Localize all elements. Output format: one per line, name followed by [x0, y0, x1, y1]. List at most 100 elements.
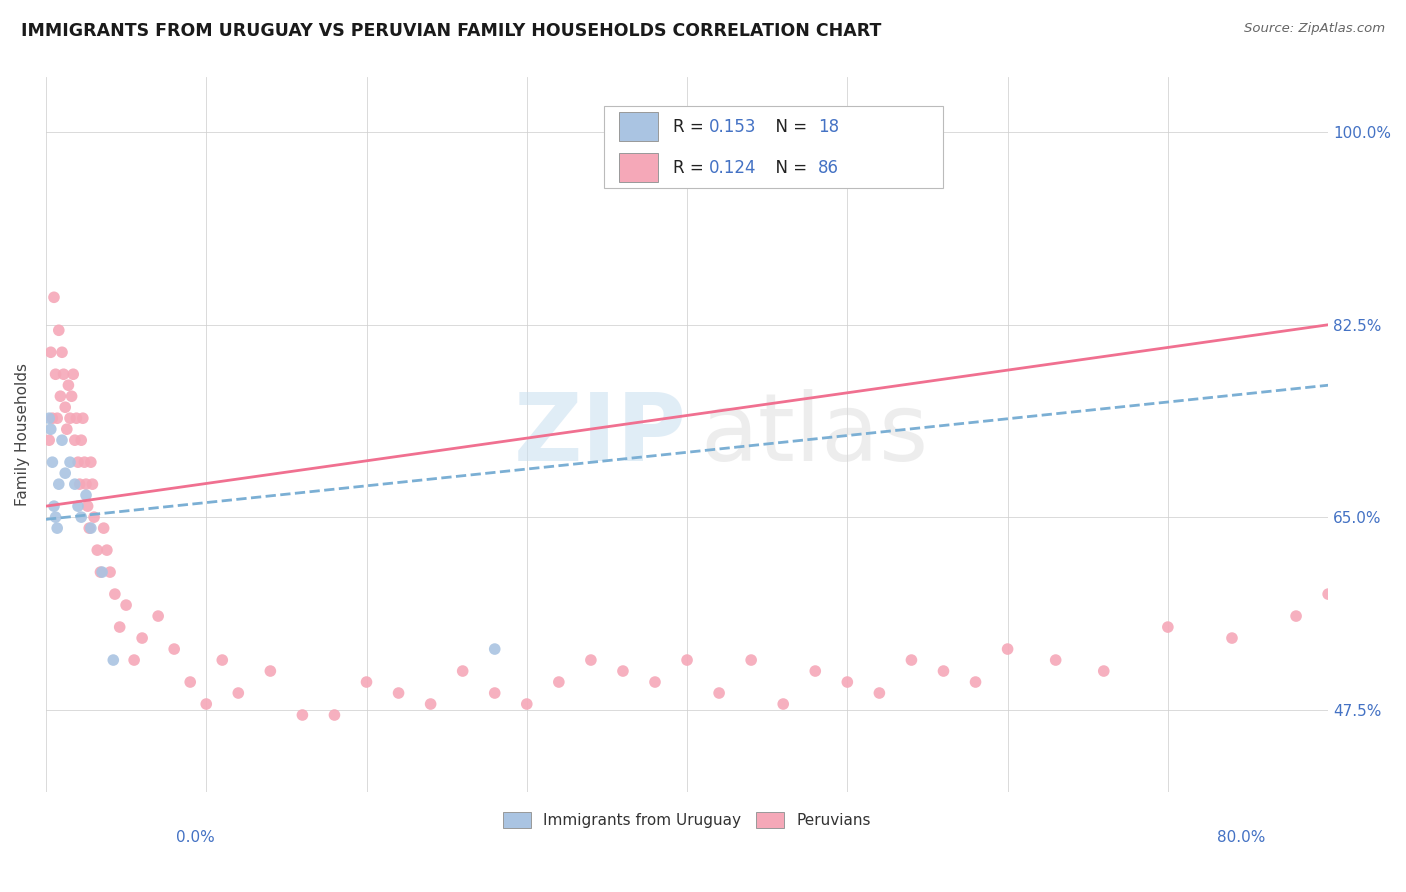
- Point: [77, 521, 100, 535]
- Text: ZIP: ZIP: [515, 389, 688, 481]
- Text: R =: R =: [673, 118, 709, 136]
- Point: [58, 378, 80, 392]
- Point: [900, 653, 922, 667]
- Point: [41, 411, 63, 425]
- Point: [53, 401, 76, 415]
- Point: [51, 345, 73, 359]
- Point: [63, 433, 86, 447]
- Point: [1220, 631, 1243, 645]
- Point: [45, 510, 67, 524]
- Point: [59, 411, 82, 425]
- Point: [484, 686, 506, 700]
- Point: [387, 686, 409, 700]
- Text: N =: N =: [765, 159, 813, 177]
- Text: R =: R =: [673, 159, 709, 177]
- Point: [76, 499, 98, 513]
- Point: [516, 697, 538, 711]
- Point: [73, 455, 96, 469]
- Point: [46, 521, 69, 535]
- Text: 80.0%: 80.0%: [1218, 830, 1265, 845]
- Point: [59, 455, 82, 469]
- Point: [323, 708, 346, 723]
- Point: [419, 697, 441, 711]
- Point: [772, 697, 794, 711]
- Point: [1317, 587, 1340, 601]
- Point: [484, 642, 506, 657]
- Point: [644, 675, 666, 690]
- Point: [56, 422, 79, 436]
- Point: [52, 368, 75, 382]
- Point: [1157, 620, 1180, 634]
- Point: [226, 686, 249, 700]
- Point: [1285, 609, 1308, 624]
- Point: [63, 477, 86, 491]
- Point: [1045, 653, 1067, 667]
- Point: [80, 521, 103, 535]
- Point: [48, 477, 70, 491]
- Point: [579, 653, 602, 667]
- Point: [707, 686, 730, 700]
- Text: 18: 18: [818, 118, 839, 136]
- Point: [163, 642, 186, 657]
- Point: [146, 609, 169, 624]
- Point: [997, 642, 1019, 657]
- Text: 0.153: 0.153: [709, 118, 756, 136]
- Point: [211, 653, 233, 667]
- Text: Source: ZipAtlas.com: Source: ZipAtlas.com: [1244, 22, 1385, 36]
- Point: [98, 565, 121, 579]
- Point: [72, 411, 94, 425]
- Bar: [619, 153, 658, 182]
- Point: [62, 368, 84, 382]
- Point: [38, 433, 60, 447]
- Point: [82, 477, 104, 491]
- Point: [676, 653, 699, 667]
- Point: [131, 631, 153, 645]
- Point: [91, 565, 114, 579]
- Point: [965, 675, 987, 690]
- Point: [179, 675, 201, 690]
- Point: [612, 664, 634, 678]
- Point: [48, 323, 70, 337]
- Point: [65, 411, 87, 425]
- Point: [39, 345, 62, 359]
- Point: [740, 653, 762, 667]
- Point: [104, 587, 127, 601]
- Point: [53, 466, 76, 480]
- Point: [75, 488, 97, 502]
- Point: [837, 675, 859, 690]
- FancyBboxPatch shape: [603, 106, 943, 188]
- Y-axis label: Family Households: Family Households: [15, 363, 30, 506]
- Point: [38, 411, 60, 425]
- Point: [66, 499, 89, 513]
- Point: [1092, 664, 1115, 678]
- Point: [75, 477, 97, 491]
- Point: [932, 664, 955, 678]
- Point: [108, 620, 131, 634]
- Point: [51, 433, 73, 447]
- Point: [291, 708, 314, 723]
- Point: [66, 455, 89, 469]
- Point: [89, 565, 111, 579]
- Bar: [619, 112, 658, 141]
- Point: [46, 411, 69, 425]
- Text: N =: N =: [765, 118, 813, 136]
- Point: [49, 389, 72, 403]
- Point: [804, 664, 827, 678]
- Point: [69, 477, 91, 491]
- Text: IMMIGRANTS FROM URUGUAY VS PERUVIAN FAMILY HOUSEHOLDS CORRELATION CHART: IMMIGRANTS FROM URUGUAY VS PERUVIAN FAMI…: [21, 22, 882, 40]
- Point: [42, 499, 65, 513]
- Point: [115, 598, 138, 612]
- Text: atlas: atlas: [700, 389, 928, 481]
- Point: [195, 697, 218, 711]
- Point: [86, 543, 108, 558]
- Text: 0.0%: 0.0%: [176, 830, 215, 845]
- Point: [70, 433, 93, 447]
- Point: [41, 455, 63, 469]
- Legend: Immigrants from Uruguay, Peruvians: Immigrants from Uruguay, Peruvians: [498, 806, 877, 834]
- Point: [259, 664, 281, 678]
- Point: [42, 290, 65, 304]
- Point: [45, 368, 67, 382]
- Point: [451, 664, 474, 678]
- Point: [60, 389, 83, 403]
- Point: [80, 455, 103, 469]
